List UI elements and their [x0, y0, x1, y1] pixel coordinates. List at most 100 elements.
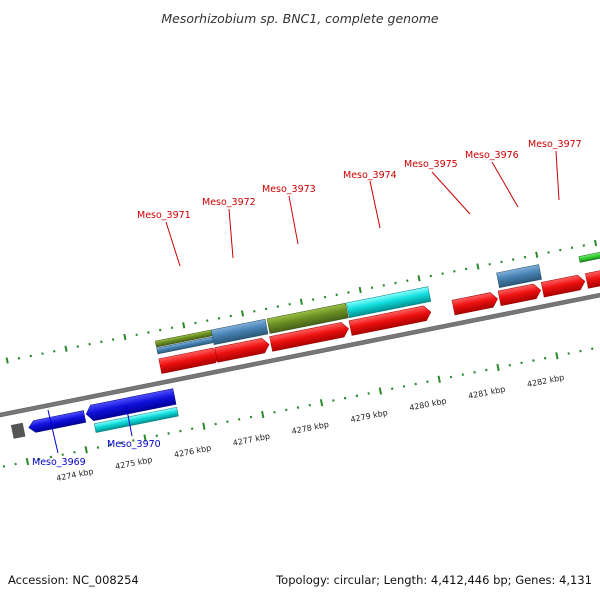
scale-tick-51 — [567, 352, 570, 355]
feature-backbone-edge — [10, 422, 26, 439]
upper-tick-31 — [311, 298, 315, 301]
gene-label-meso-3976[interactable]: Meso_3976 — [465, 150, 519, 161]
scale-tick-22 — [226, 420, 229, 423]
scale-label-4274: 4274 kbp — [56, 467, 95, 483]
cds-reverse-3969 — [28, 410, 87, 433]
scale-tick-50 — [555, 352, 559, 360]
cds-forward-3975 — [451, 292, 498, 316]
scale-tick-row — [2, 347, 594, 468]
gene-label-meso-3975[interactable]: Meso_3975 — [404, 159, 458, 170]
upper-tick-54 — [582, 244, 586, 247]
scale-label-4279: 4279 kbp — [350, 408, 389, 424]
upper-tick-48 — [512, 258, 515, 261]
scale-label-4281: 4281 kbp — [467, 385, 506, 401]
scale-tick-38 — [414, 382, 417, 386]
upper-tick-26 — [253, 309, 256, 313]
scale-tick-33 — [355, 394, 359, 398]
scale-tick-30 — [319, 399, 324, 407]
scale-tick-7 — [49, 455, 53, 459]
scale-tick-9 — [73, 450, 76, 454]
upper-tick-12 — [88, 342, 91, 346]
upper-tick-21 — [194, 321, 197, 325]
upper-tick-43 — [453, 270, 456, 273]
upper-tick-45 — [476, 263, 480, 270]
scale-tick-40 — [437, 375, 441, 383]
scale-tick-43 — [473, 371, 476, 374]
upper-tick-25 — [240, 310, 245, 317]
scale-tick-34 — [367, 392, 370, 395]
upper-tick-36 — [370, 286, 374, 290]
genome-backbone — [0, 280, 600, 426]
upper-tick-41 — [429, 274, 433, 278]
scale-label-4278: 4278 kbp — [291, 420, 330, 436]
upper-tick-44 — [464, 267, 468, 271]
gene-label-meso-3974[interactable]: Meso_3974 — [343, 170, 397, 181]
cds-forward-3976 — [497, 283, 542, 307]
scale-tick-52 — [579, 349, 582, 353]
upper-tick-30 — [299, 298, 303, 305]
upper-tick-37 — [382, 284, 385, 287]
gene-label-meso-3972[interactable]: Meso_3972 — [202, 197, 256, 208]
upper-tick-29 — [288, 302, 291, 306]
upper-tick-22 — [206, 319, 209, 322]
scale-tick-19 — [190, 427, 194, 431]
leader-3972 — [228, 208, 234, 259]
scale-label-4277: 4277 kbp — [232, 432, 271, 448]
scale-tick-36 — [390, 387, 394, 391]
upper-tick-9 — [53, 349, 56, 353]
scale-tick-32 — [343, 396, 347, 400]
leader-3969 — [47, 409, 59, 454]
gene-label-meso-3969[interactable]: Meso_3969 — [32, 457, 86, 468]
upper-tick-35 — [358, 286, 362, 294]
leader-3973 — [288, 195, 299, 245]
upper-tick-55 — [593, 239, 598, 247]
upper-tick-15 — [123, 333, 127, 341]
cds-forward-3972 — [214, 337, 270, 363]
upper-tick-19 — [170, 326, 174, 330]
genome-summary-text: Topology: circular; Length: 4,412,446 bp… — [275, 573, 592, 587]
scale-tick-11 — [96, 446, 100, 449]
upper-tick-11 — [76, 345, 80, 348]
upper-tick-50 — [535, 251, 539, 258]
gene-label-meso-3977[interactable]: Meso_3977 — [528, 139, 582, 150]
upper-tick-47 — [500, 260, 503, 264]
scale-tick-29 — [308, 403, 312, 407]
upper-tick-34 — [347, 291, 350, 294]
scale-tick-28 — [296, 406, 300, 409]
upper-tick-27 — [264, 307, 268, 311]
scale-tick-35 — [378, 387, 383, 395]
scale-label-4276: 4276 kbp — [173, 443, 212, 459]
accession-text: Accession: NC_008254 — [8, 573, 139, 587]
upper-tick-row — [5, 239, 598, 364]
upper-tick-49 — [523, 255, 527, 259]
scale-tick-3 — [2, 465, 6, 468]
scale-tick-46 — [508, 363, 512, 367]
upper-tick-32 — [323, 295, 327, 299]
upper-tick-18 — [158, 328, 162, 332]
scale-tick-4 — [14, 462, 17, 466]
upper-tick-46 — [488, 262, 491, 266]
scale-tick-24 — [249, 415, 253, 419]
scale-tick-31 — [332, 399, 335, 402]
upper-tick-16 — [135, 333, 138, 337]
leader-3971 — [165, 221, 181, 267]
gene-label-meso-3973[interactable]: Meso_3973 — [262, 184, 316, 195]
scale-tick-49 — [543, 356, 547, 360]
scale-tick-18 — [179, 429, 182, 433]
gene-label-meso-3971[interactable]: Meso_3971 — [137, 210, 191, 221]
upper-tick-14 — [111, 338, 115, 341]
upper-tick-28 — [276, 305, 280, 308]
scale-tick-26 — [273, 410, 276, 414]
upper-tick-52 — [559, 248, 562, 252]
feature-steel-3976 — [496, 264, 542, 288]
scale-tick-41 — [449, 375, 453, 379]
feature-cyan-3974 — [346, 286, 432, 318]
upper-tick-17 — [147, 331, 150, 334]
cds-reverse-3970-main — [85, 388, 177, 422]
scale-tick-53 — [591, 347, 594, 351]
gene-label-meso-3970[interactable]: Meso_3970 — [107, 439, 161, 450]
leader-3976 — [491, 161, 519, 208]
upper-tick-42 — [441, 272, 444, 275]
cds-forward-3974 — [348, 305, 432, 336]
genome-track: 4274 kbp 4275 kbp 4276 kbp 4277 kbp 4278… — [0, 239, 600, 483]
